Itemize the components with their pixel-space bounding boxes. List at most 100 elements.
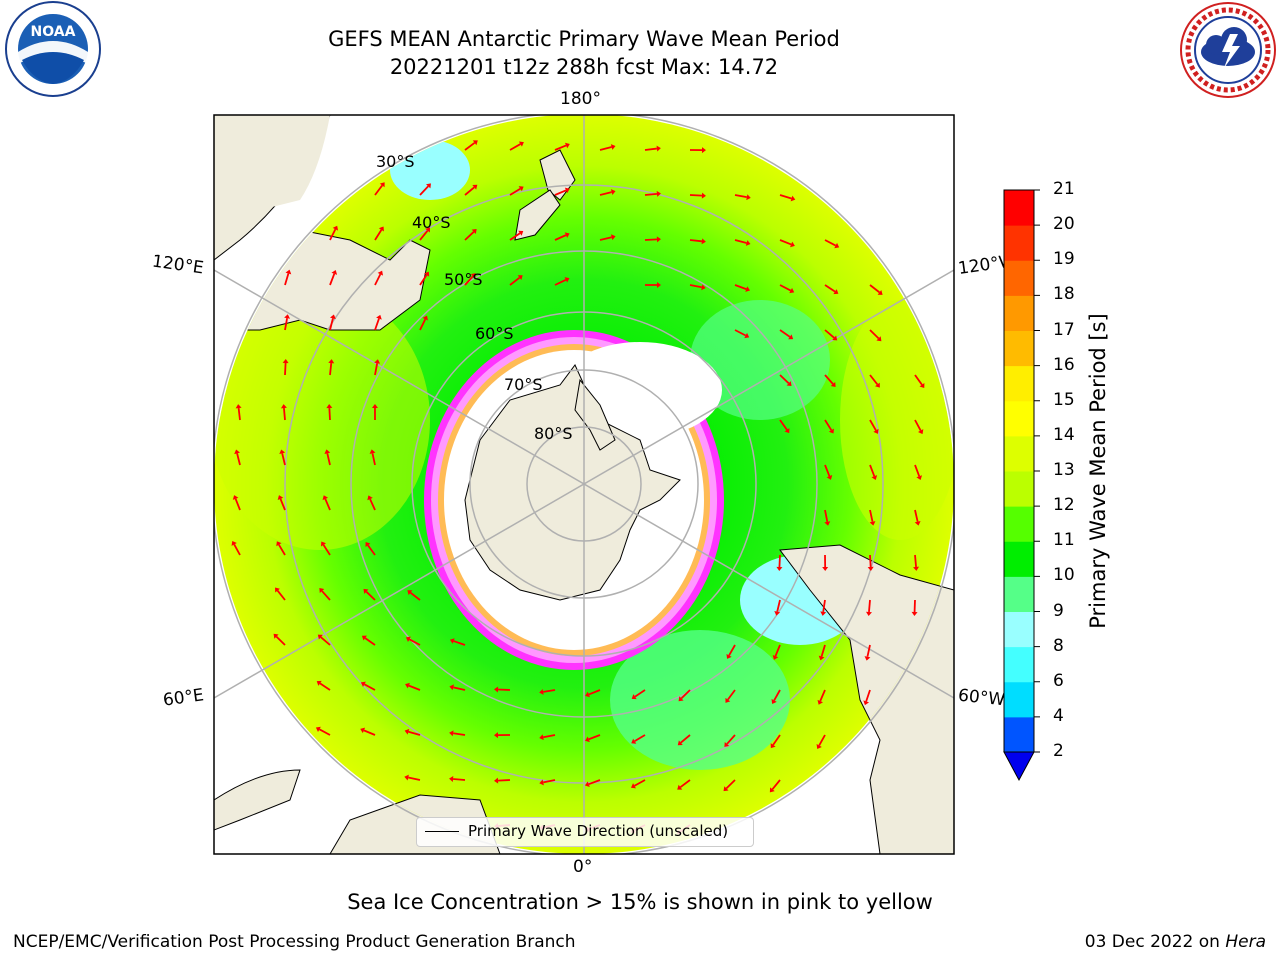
wave-arrow-head — [830, 381, 836, 387]
wave-arrow — [778, 554, 781, 568]
wave-arrow — [497, 779, 511, 782]
wave-arrow — [543, 779, 556, 784]
wave-arrow-head — [494, 732, 499, 739]
wave-arrow — [509, 276, 521, 286]
wave-arrow — [371, 453, 376, 466]
lon-label-180: 180° — [560, 89, 601, 109]
wave-arrow-head — [723, 786, 729, 792]
wave-arrow-head — [518, 230, 524, 236]
wave-arrow — [321, 590, 331, 601]
wave-arrow — [329, 318, 334, 331]
legend-label: Primary Wave Direction (unscaled) — [468, 822, 729, 840]
wave-arrow-head — [449, 776, 454, 783]
colorbar — [1003, 189, 1040, 782]
wave-arrow — [776, 599, 781, 612]
wave-arrow-head — [405, 636, 411, 642]
wave-arrow — [824, 329, 835, 339]
wave-arrow — [554, 189, 567, 196]
wave-arrow — [453, 640, 466, 646]
wave-arrow-head — [610, 234, 616, 241]
wave-arrow-head — [918, 429, 924, 435]
sea-ice-note: Sea Ice Concentration > 15% is shown in … — [347, 890, 933, 914]
wave-arrow-head — [877, 290, 883, 295]
wave-arrow-head — [404, 728, 410, 735]
wave-arrow-head — [790, 195, 796, 202]
wave-arrow-head — [585, 736, 590, 743]
wave-arrow-head — [378, 226, 384, 232]
colorbar-tick-label: 6 — [1053, 670, 1064, 691]
wave-arrow-head — [610, 144, 616, 150]
colorbar-tick-label: 15 — [1053, 389, 1075, 410]
wave-arrow — [509, 143, 521, 151]
wave-arrow-head — [376, 314, 382, 320]
colorbar-tick-label: 2 — [1053, 741, 1064, 761]
wave-direction-arrows — [231, 140, 925, 835]
wave-arrow — [320, 636, 331, 646]
wave-arrow — [773, 689, 781, 701]
wave-arrow — [689, 239, 703, 243]
wave-arrow-head — [371, 404, 378, 409]
wave-arrow-head — [790, 241, 795, 248]
wave-arrow-head — [365, 542, 371, 548]
wave-arrow-head — [279, 449, 286, 455]
lat-label-80s: 80°S — [534, 424, 573, 443]
wave-arrow-head — [422, 315, 428, 321]
wave-arrow-head — [324, 449, 331, 454]
wave-arrow — [419, 274, 428, 286]
colorbar-tick-label: 13 — [1053, 460, 1075, 480]
wave-arrow-head — [471, 229, 477, 234]
wave-arrow — [779, 329, 791, 338]
wave-arrow — [464, 231, 475, 241]
colorbar-segment — [1004, 330, 1034, 367]
wave-arrow — [374, 363, 379, 376]
wave-arrow-head — [328, 359, 335, 364]
wave-arrow-head — [916, 475, 923, 480]
wave-arrow-head — [656, 236, 661, 243]
colorbar-tick-label: 20 — [1053, 214, 1075, 235]
wave-arrow-head — [564, 277, 570, 283]
wave-arrow-head — [911, 611, 918, 616]
wave-arrow — [725, 779, 736, 790]
wave-arrow — [599, 191, 612, 196]
wave-arrow — [779, 374, 790, 384]
wave-arrow — [818, 734, 826, 746]
wave-arrow-head — [820, 611, 827, 616]
wave-arrow — [464, 142, 476, 151]
colorbar-tick-label: 11 — [1053, 530, 1075, 551]
wave-arrow — [284, 318, 288, 331]
wave-arrow-head — [656, 145, 661, 152]
wave-arrow — [419, 230, 429, 241]
colorbar-segment — [1004, 681, 1034, 718]
colorbar-tick-label: 18 — [1053, 284, 1075, 305]
wave-arrow-head — [585, 691, 590, 698]
wave-arrow-head — [449, 684, 454, 691]
wave-arrow-head — [518, 186, 524, 192]
lat-label-70s: 70°S — [504, 375, 543, 394]
wave-arrow-head — [863, 700, 870, 706]
wave-arrow — [464, 275, 474, 286]
wave-arrow-head — [282, 359, 289, 364]
wave-arrow-head — [564, 142, 570, 149]
wave-arrow — [774, 644, 781, 657]
wave-arrow-head — [745, 240, 751, 246]
wave-arrow-head — [871, 475, 878, 480]
wave-arrow-head — [330, 314, 336, 320]
colorbar-segment — [1004, 225, 1034, 261]
wave-arrow-head — [914, 521, 921, 526]
wave-arrow — [497, 688, 511, 691]
wave-arrow — [275, 635, 286, 646]
colorbar-tick-label: 10 — [1053, 565, 1075, 586]
wave-arrow — [365, 591, 376, 601]
wave-arrow-head — [789, 287, 795, 294]
colorbar-segment — [1004, 190, 1034, 226]
wave-arrow — [865, 689, 871, 702]
wave-arrow-head — [494, 686, 499, 693]
wave-arrow-head — [824, 521, 831, 526]
wave-arrow — [554, 144, 567, 151]
wave-arrow — [824, 284, 836, 293]
wave-arrow — [374, 273, 382, 286]
wave-arrow-head — [834, 242, 840, 249]
wave-arrow — [543, 734, 556, 739]
wave-arrow — [236, 453, 241, 466]
